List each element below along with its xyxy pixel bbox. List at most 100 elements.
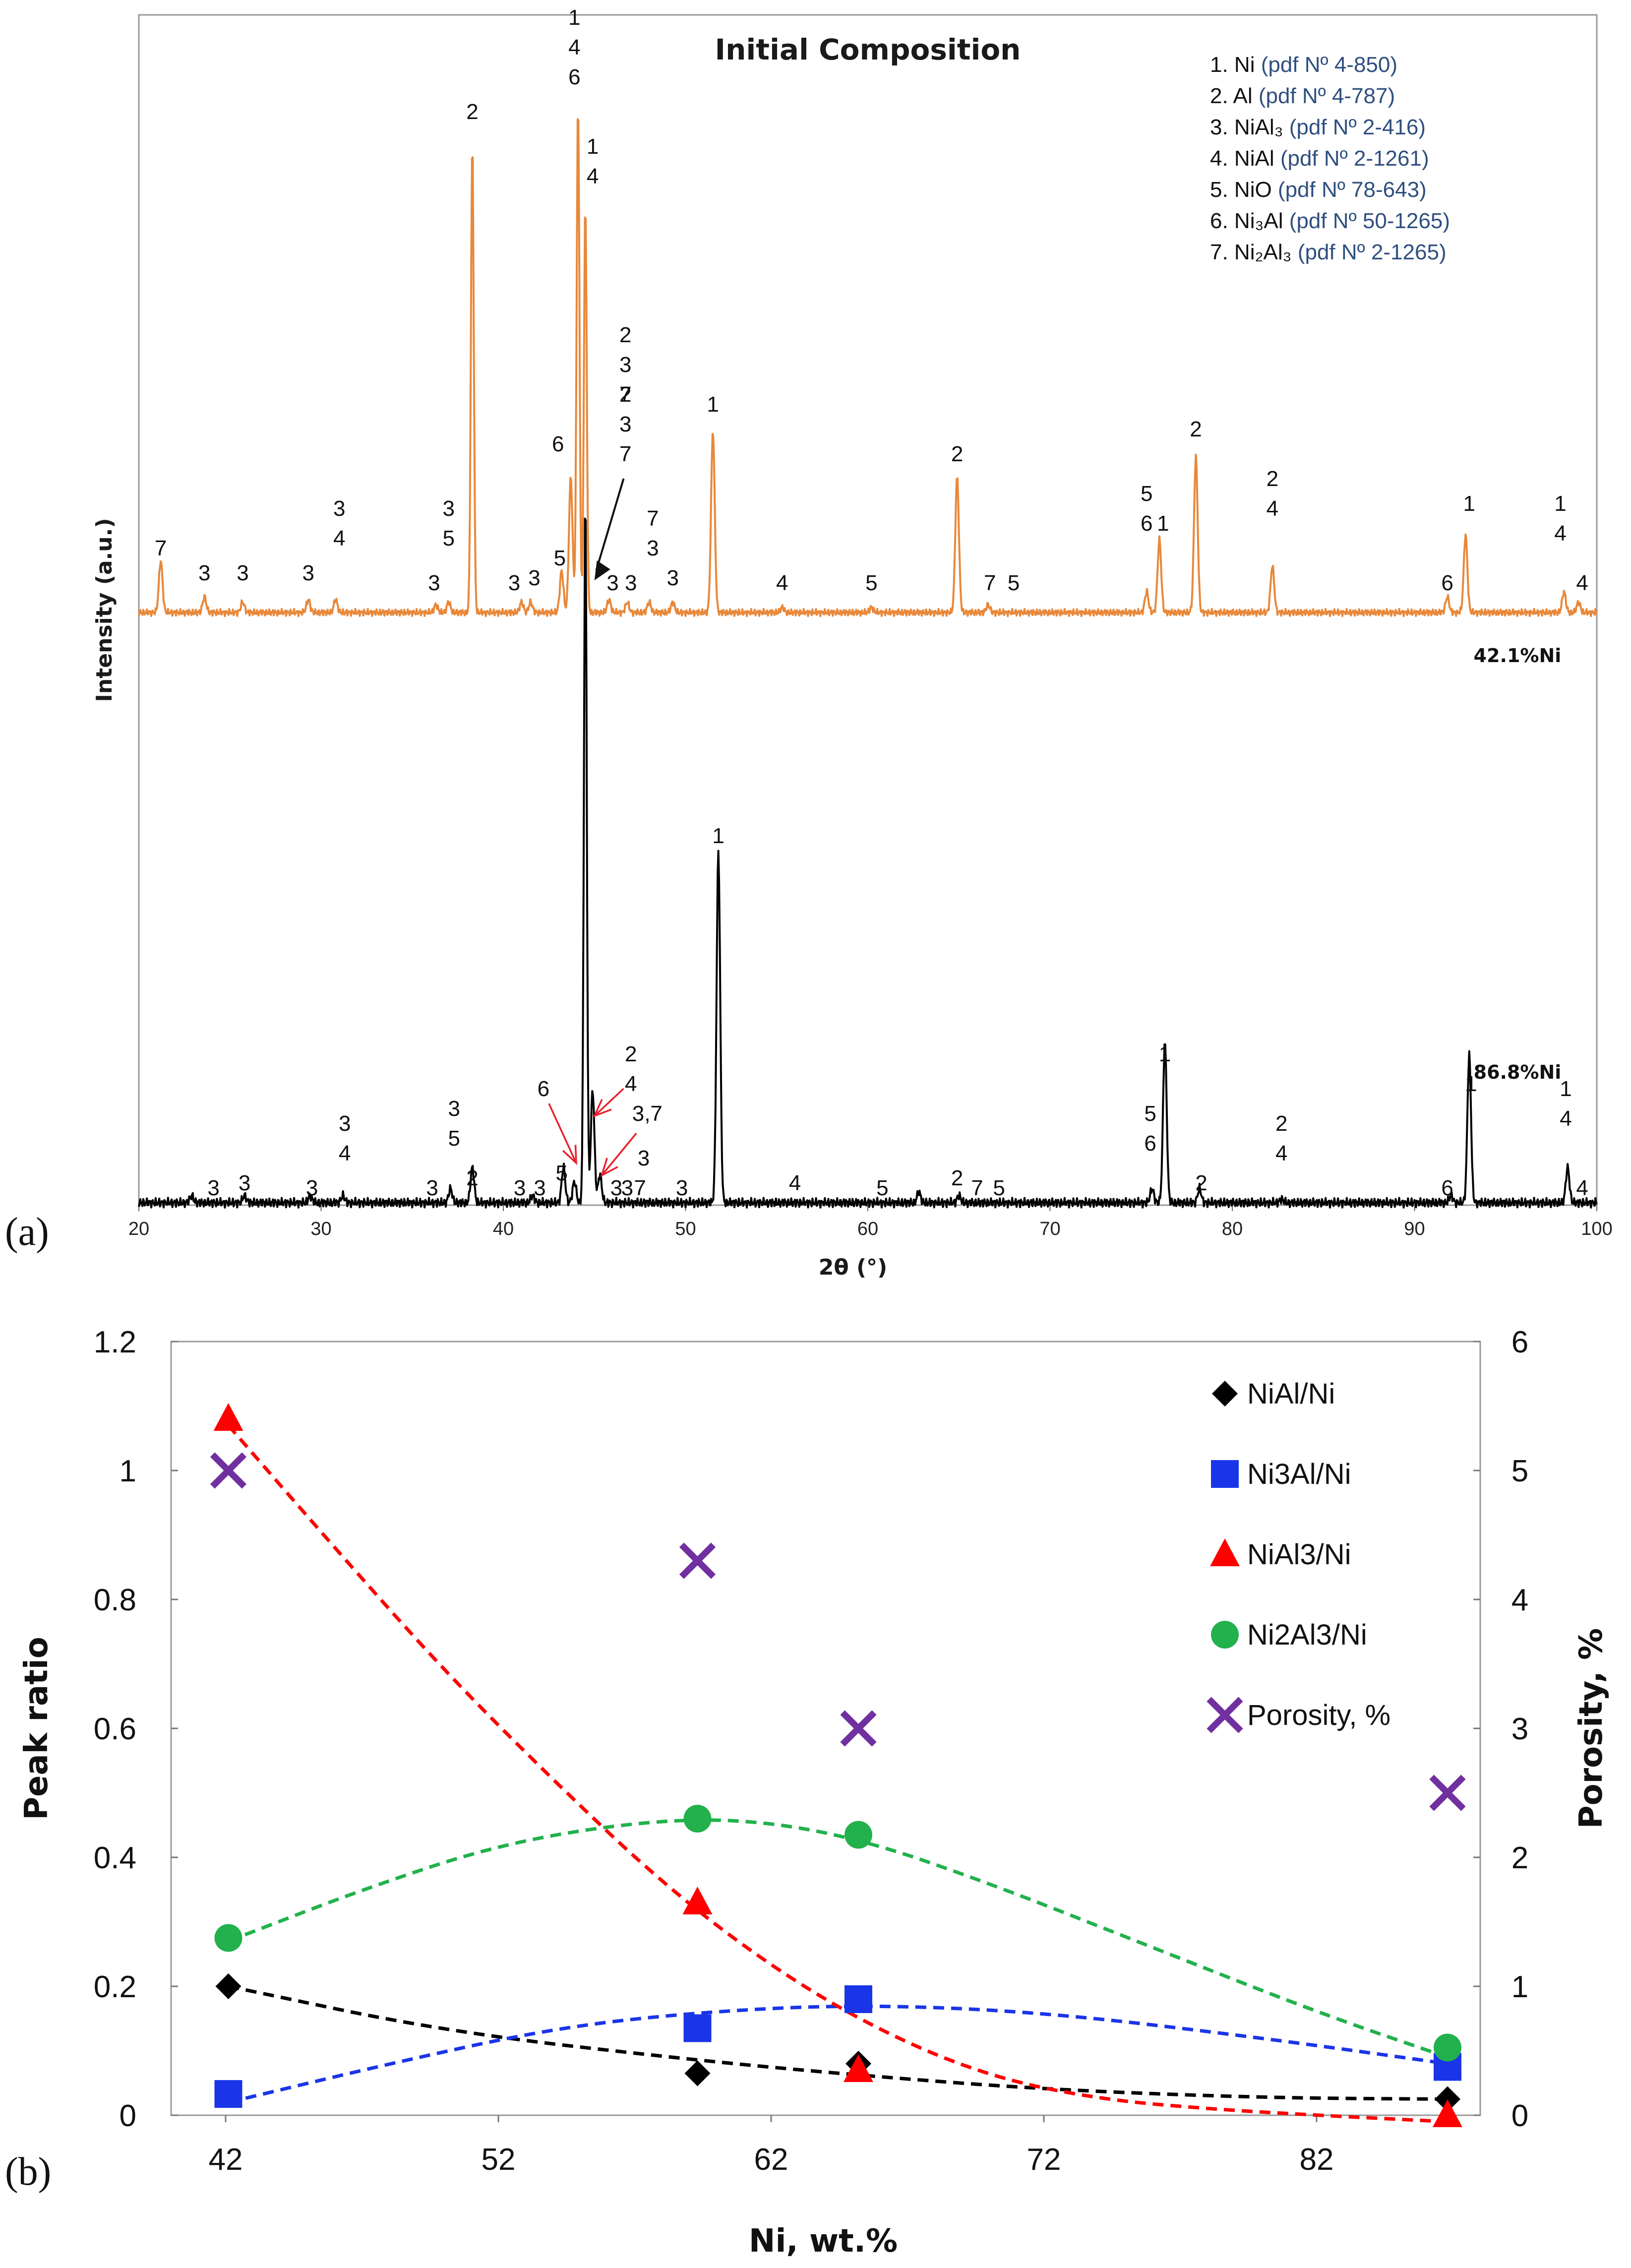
legend-label: Ni3Al/Ni <box>1247 1458 1351 1490</box>
legend-marker <box>1211 1621 1239 1649</box>
peak-label: 4 <box>1576 571 1588 595</box>
legend-pdf: (pdf Nº 4-850) <box>1261 53 1397 77</box>
data-point-nial-ni <box>1435 2086 1460 2112</box>
legend-entry: 1. Ni (pdf Nº 4-850) <box>1210 53 1397 77</box>
data-point-porosity- <box>679 1542 716 1579</box>
peak-label: 4 <box>789 1171 801 1195</box>
peak-label: 6 <box>538 1077 549 1101</box>
peak-label: 7 <box>647 506 659 531</box>
panel-b-y2label: Porosity, % <box>1573 1628 1610 1829</box>
legend-pdf: (pdf Nº 2-1261) <box>1280 146 1429 171</box>
red-arrow-head <box>562 1145 577 1165</box>
peak-label: 3 <box>621 1176 633 1200</box>
peak-label: 3 <box>534 1176 545 1200</box>
legend-compound: 6. Ni₃Al <box>1210 209 1289 233</box>
data-point-porosity- <box>840 1710 877 1747</box>
legend-compound: 4. NiAl <box>1210 146 1280 171</box>
red-arrow-head <box>600 1158 618 1177</box>
peak-label: 3 <box>237 561 248 585</box>
plot-area-b <box>170 1341 1481 2116</box>
peak-label: 3 <box>647 536 659 560</box>
data-point-ni2al3-ni <box>214 1924 242 1952</box>
panel-b-legend: NiAl/Ni Ni3Al/Ni NiAl3/Ni Ni2Al3/Ni Porosity… <box>1207 1378 1390 1733</box>
data-point-ni2al3-ni <box>1434 2033 1461 2062</box>
panel-a-legend: 1. Ni (pdf Nº 4-850)2. Al (pdf Nº 4-787)… <box>1210 53 1450 264</box>
arrow-peak-label: 3,7 <box>632 1102 663 1126</box>
panel-b-x-ticks: 42 52 62 72 82 <box>209 2115 1333 2177</box>
peak-label: 2 <box>466 1166 478 1190</box>
trendline-ni3al-ni <box>228 2004 1448 2104</box>
red-arrow-head <box>593 1099 612 1118</box>
x-tick-label: 70 <box>1039 1219 1060 1239</box>
legend-label: Ni2Al3/Ni <box>1247 1619 1367 1651</box>
peak-label: 7 <box>634 1176 646 1200</box>
series-label-86: 86.8%Ni <box>1474 1061 1562 1083</box>
peak-label: 4 <box>333 526 345 551</box>
y-tick-label: 1.2 <box>94 1325 136 1359</box>
peak-label: 5 <box>865 571 877 595</box>
peak-label: 5 <box>876 1176 888 1200</box>
panel-a-x-ticks: 20 30 40 50 60 70 80 90 100 <box>128 1205 1613 1239</box>
legend-pdf: (pdf Nº 78-643) <box>1278 178 1427 202</box>
data-point-nial3-ni <box>682 1887 713 1914</box>
data-point-ni3al-ni <box>214 2080 242 2108</box>
y2-tick-label: 0 <box>1511 2099 1528 2133</box>
peak-label: 6 <box>1144 1131 1156 1156</box>
panel-b-ylabel: Peak ratio <box>18 1637 55 1820</box>
legend-compound: 3. NiAl₃ <box>1210 115 1289 139</box>
panel-b-xlabel: Ni, wt.% <box>749 2223 898 2260</box>
peak-label: 1 <box>712 824 724 848</box>
peak-label: 3 <box>667 566 679 590</box>
peak-label: 1 <box>1159 1042 1171 1066</box>
peak-label: 6 <box>1441 571 1453 595</box>
legend-pdf: (pdf Nº 2-416) <box>1289 115 1426 139</box>
y-tick-label: 1 <box>120 1454 136 1488</box>
peak-label: 3 <box>610 1176 622 1200</box>
peak-label: 6 <box>1141 511 1152 536</box>
x-tick-label: 72 <box>1027 2143 1061 2177</box>
peak-label: 3 <box>333 496 345 521</box>
peak-label: 3 <box>426 1176 438 1200</box>
trendline-nial-ni <box>228 1984 1448 2101</box>
peak-label: 3 <box>339 1111 351 1136</box>
x-tick-label: 52 <box>482 2143 516 2177</box>
peak-label: 3 <box>625 571 637 595</box>
y-tick-label: 0.2 <box>94 1970 136 2004</box>
peak-label: 6 <box>568 65 580 89</box>
y2-tick-label: 3 <box>1511 1712 1528 1746</box>
peak-label: 1 <box>1463 491 1475 516</box>
legend-entry: 7. Ni₂Al₃ (pdf Nº 2-1265) <box>1210 240 1447 264</box>
peak-label: 2 <box>619 323 631 347</box>
red-arrow-line <box>601 1132 637 1176</box>
peak-label: 4 <box>1554 521 1566 546</box>
peak-label: 5 <box>443 526 455 551</box>
y2-tick-label: 2 <box>1511 1841 1528 1875</box>
peak-label: 3 <box>528 566 540 590</box>
x-tick-label: 50 <box>675 1219 696 1239</box>
panel-letter-b: (b) <box>5 2150 51 2194</box>
panel-b-y-ticks: 0 0.2 0.4 0.6 0.8 1 1.2 <box>94 1325 178 2133</box>
panel-b-peak-ratio: 0 0.2 0.4 0.6 0.8 1 1.2 0 1 2 3 4 5 6 42 52 62 72 82 NiA… <box>5 1325 1610 2260</box>
trendline-nial3-ni <box>227 1424 1448 2124</box>
peak-label: 2 <box>1190 417 1202 441</box>
peak-label: 1 <box>1157 511 1169 536</box>
data-point-nial3-ni <box>1433 2099 1462 2127</box>
data-point-porosity- <box>210 1452 247 1489</box>
legend-compound: 7. Ni₂Al₃ <box>1210 240 1298 264</box>
legend-marker <box>1210 1538 1240 1566</box>
x-tick-label: 90 <box>1404 1219 1425 1239</box>
peak-label: 3 <box>306 1176 318 1200</box>
data-point-ni3al-ni <box>683 2014 712 2042</box>
data-point-ni2al3-ni <box>683 1805 712 1833</box>
peak-label: 2 <box>1267 467 1278 491</box>
trendline-ni2al3-ni <box>228 1818 1449 2059</box>
legend-label: NiAl/Ni <box>1247 1378 1335 1410</box>
peak-label: 4 <box>568 35 580 60</box>
peak-label: 4 <box>339 1141 351 1165</box>
panel-b-trendlines <box>227 1424 1449 2124</box>
legend-compound: 1. Ni <box>1210 53 1261 77</box>
peak-label: 3 <box>302 561 314 585</box>
data-point-porosity- <box>1429 1775 1466 1811</box>
